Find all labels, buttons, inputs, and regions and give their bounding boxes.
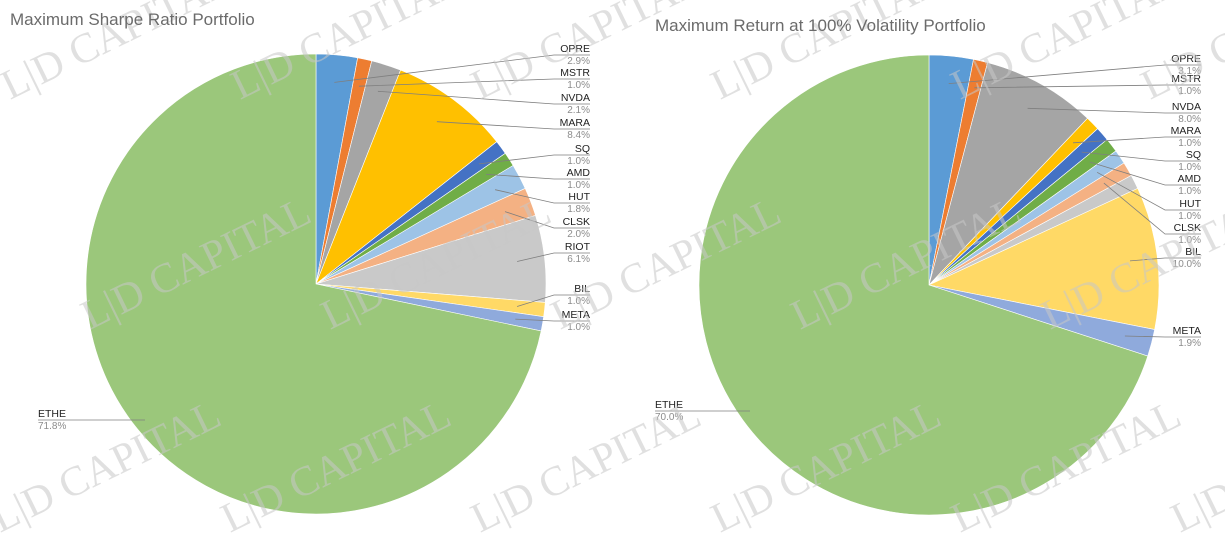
leader-line-nvda [1027, 107, 1201, 114]
slice-label-meta: META [562, 309, 590, 321]
pie-slice-nvda [928, 62, 1088, 286]
pie-slice-ethe [85, 53, 542, 515]
slice-label-mstr: MSTR [560, 67, 590, 79]
slice-label-opre: OPRE [560, 43, 590, 55]
slice-label-mara: MARA [560, 117, 590, 129]
slice-label-amd: AMD [567, 167, 591, 179]
slice-value-mstr: 1.0% [1178, 86, 1201, 97]
slice-value-mstr: 1.0% [567, 80, 590, 91]
leader-line-bil [516, 294, 590, 307]
slice-value-clsk: 2.0% [567, 229, 590, 240]
slice-label-clsk: CLSK [563, 216, 590, 228]
leader-line-meta [515, 318, 590, 322]
slice-label-amd: AMD [1178, 173, 1202, 185]
slice-label-bil: BIL [1185, 246, 1201, 258]
leader-line-bil [1129, 257, 1201, 262]
slice-label-sq: SQ [575, 143, 590, 155]
slice-label-ethe: ETHE [38, 408, 66, 420]
leader-line-amd [486, 173, 590, 180]
slice-value-riot: 6.1% [567, 254, 590, 265]
slice-label-nvda: NVDA [1172, 101, 1201, 113]
slice-label-ethe: ETHE [655, 399, 683, 411]
pie-layer [85, 53, 1160, 516]
slice-value-meta: 1.0% [567, 322, 590, 333]
slice-value-ethe: 71.8% [38, 421, 66, 432]
leader-line-nvda [377, 90, 590, 105]
slice-label-nvda: NVDA [561, 92, 590, 104]
slice-value-amd: 1.0% [567, 180, 590, 191]
leader-line-hut [495, 189, 590, 204]
slice-value-opre: 2.9% [567, 56, 590, 67]
leader-line-mstr [974, 84, 1201, 89]
leader-line-amd [1089, 161, 1201, 186]
slice-value-nvda: 8.0% [1178, 114, 1201, 125]
slice-value-mara: 8.4% [567, 130, 590, 141]
leader-line-mara [1072, 136, 1201, 144]
slice-label-bil: BIL [574, 283, 590, 295]
slice-label-mstr: MSTR [1171, 73, 1201, 85]
slice-label-mara: MARA [1171, 125, 1201, 137]
slice-label-opre: OPRE [1171, 53, 1201, 65]
chart-title-2: Maximum Return at 100% Volatility Portfo… [655, 16, 986, 35]
slice-label-clsk: CLSK [1174, 222, 1201, 234]
leader-line-clsk [1103, 182, 1201, 235]
leader-line-riot [517, 252, 590, 262]
leader-line-clsk [504, 211, 590, 229]
slice-label-meta: META [1173, 325, 1201, 337]
slice-value-sq: 1.0% [567, 156, 590, 167]
pie-chart-2 [698, 54, 1160, 516]
slice-value-nvda: 2.1% [567, 105, 590, 116]
slice-value-hut: 1.8% [567, 204, 590, 215]
slice-label-hut: HUT [568, 191, 590, 203]
slice-label-riot: RIOT [565, 241, 591, 253]
slice-value-bil: 1.0% [567, 296, 590, 307]
slice-label-hut: HUT [1179, 198, 1201, 210]
slice-value-amd: 1.0% [1178, 186, 1201, 197]
pie-chart-1 [85, 53, 547, 515]
slice-value-hut: 1.0% [1178, 211, 1201, 222]
leader-line-hut [1096, 171, 1201, 211]
slice-value-ethe: 70.0% [655, 412, 683, 423]
slice-value-clsk: 1.0% [1178, 235, 1201, 246]
leader-line-meta [1124, 335, 1201, 338]
leader-line-sq [478, 154, 590, 165]
slice-value-sq: 1.0% [1178, 162, 1201, 173]
slice-value-mara: 1.0% [1178, 138, 1201, 149]
pie-slice-ethe [698, 54, 1149, 516]
leader-line-mara [436, 121, 590, 130]
pie-slice-mara [315, 69, 498, 285]
label-layer: OPRE2.9%MSTR1.0%NVDA2.1%MARA8.4%SQ1.0%AM… [38, 43, 1202, 432]
slice-value-opre: 3.1% [1178, 66, 1201, 77]
leader-line-mstr [358, 78, 590, 87]
slice-value-meta: 1.9% [1178, 338, 1201, 349]
chart-title-1: Maximum Sharpe Ratio Portfolio [10, 10, 255, 29]
slice-label-sq: SQ [1186, 149, 1201, 161]
leader-line-opre [948, 64, 1201, 84]
leader-line-sq [1081, 151, 1201, 162]
leader-line-opre [334, 54, 590, 83]
slice-value-bil: 10.0% [1173, 259, 1201, 270]
pie-slice-bil [928, 187, 1160, 330]
